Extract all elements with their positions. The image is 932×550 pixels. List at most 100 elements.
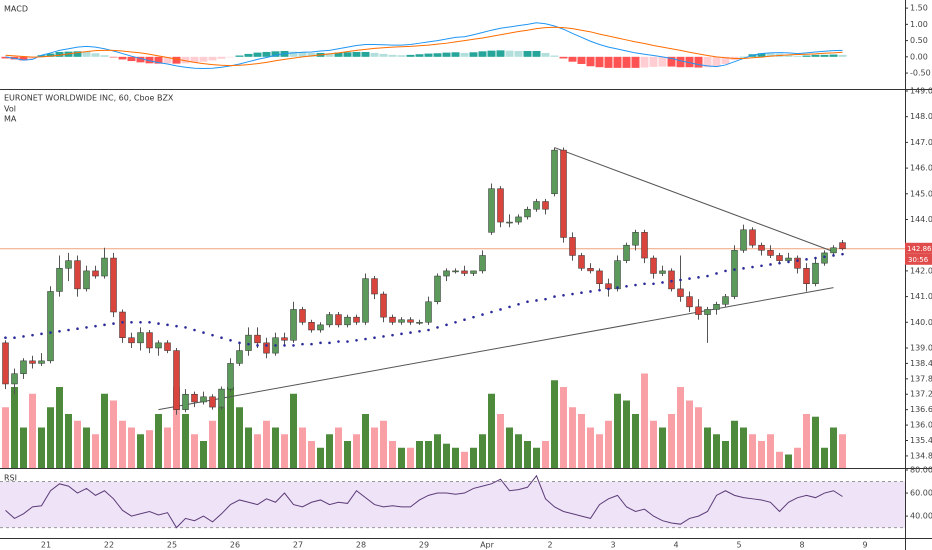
- y-tick-label: 0.00: [910, 52, 928, 61]
- volume-bar: [569, 407, 576, 468]
- ma-dot: [193, 328, 196, 332]
- candle-body: [74, 260, 81, 290]
- ma-dot: [220, 336, 223, 340]
- volume-bar: [137, 434, 144, 468]
- volume-bar: [470, 447, 477, 468]
- macd-histogram-bar: [658, 56, 667, 67]
- volume-bar: [641, 373, 648, 468]
- macd-histogram-bar: [604, 56, 613, 68]
- volume-bar: [578, 414, 585, 468]
- volume-bar: [254, 434, 261, 468]
- candle-body: [461, 270, 468, 274]
- candle-body: [380, 293, 387, 318]
- ma-dot: [157, 322, 160, 325]
- candle-body: [128, 337, 135, 344]
- macd-histogram-bar: [532, 50, 541, 57]
- candle-body: [38, 360, 45, 364]
- candle-body: [182, 393, 189, 410]
- macd-histogram-bar: [307, 52, 316, 57]
- volume-bar: [344, 441, 351, 468]
- volume-bar: [371, 427, 378, 468]
- macd-histogram-bar: [685, 56, 694, 68]
- ma-dot: [130, 320, 133, 324]
- candle-body: [173, 350, 180, 410]
- candle-body: [101, 257, 108, 277]
- ma-dot: [319, 341, 322, 345]
- ma-dot: [823, 255, 826, 259]
- countdown-label: 30:56: [908, 256, 929, 264]
- y-tick-label: 60.0000: [910, 489, 932, 498]
- macd-histogram-bar: [595, 56, 604, 68]
- volume-bar: [236, 407, 243, 468]
- macd-histogram-bar: [19, 56, 28, 61]
- macd-histogram-bar: [460, 52, 469, 57]
- y-tick-label: -0.50: [910, 69, 931, 78]
- candle-body: [596, 270, 603, 284]
- ma-dot: [580, 291, 583, 295]
- volume-bar: [596, 434, 603, 468]
- macd-histogram-bar: [829, 54, 838, 57]
- ma-dot: [517, 302, 520, 306]
- candle-body: [659, 270, 666, 274]
- ma-dot: [166, 323, 169, 327]
- ma-dot: [490, 310, 493, 314]
- volume-bar: [461, 451, 468, 468]
- candle-body: [155, 342, 162, 349]
- macd-histogram-bar: [721, 56, 730, 64]
- volume-bar: [443, 443, 450, 468]
- ma-dot: [121, 320, 124, 324]
- macd-histogram-bar: [352, 51, 361, 57]
- candle-body: [443, 270, 450, 277]
- candle-body: [326, 314, 333, 326]
- candle-body: [551, 149, 558, 195]
- x-tick-label: Apr: [480, 541, 495, 550]
- ma-dot: [229, 338, 232, 342]
- volume-bar: [812, 416, 819, 468]
- candle-body: [839, 242, 846, 250]
- ma-dot: [274, 344, 277, 347]
- volume-bar: [200, 441, 207, 468]
- macd-histogram-bar: [442, 52, 451, 57]
- x-tick-label: 22: [104, 541, 114, 550]
- ma-dot: [814, 256, 817, 260]
- ma-dot: [103, 323, 106, 327]
- volume-bar: [587, 427, 594, 468]
- volume-bar: [776, 451, 783, 468]
- candle-body: [695, 306, 702, 315]
- volume-bar: [182, 414, 189, 468]
- ma-dot: [373, 336, 376, 340]
- macd-histogram-bar: [802, 55, 811, 57]
- ma-dot: [697, 276, 700, 279]
- ma-dot: [643, 282, 646, 286]
- macd-histogram-bar: [37, 55, 46, 57]
- macd-histogram-bar: [46, 53, 55, 57]
- ma-dot: [562, 294, 565, 297]
- ma-dot: [391, 333, 394, 337]
- macd-histogram-bar: [415, 54, 424, 57]
- candle-body: [713, 304, 720, 310]
- ma-dot: [139, 320, 142, 324]
- volume-bar: [38, 427, 45, 468]
- candle-body: [434, 275, 441, 302]
- candle-body: [20, 360, 27, 374]
- macd-histogram-bar: [388, 54, 397, 57]
- candle-body: [2, 342, 9, 385]
- x-tick-label: 26: [230, 541, 240, 550]
- volume-bar: [380, 420, 387, 468]
- candle-body: [794, 257, 801, 269]
- volume-bar: [497, 414, 504, 468]
- macd-histogram-bar: [208, 56, 217, 61]
- macd-histogram-bar: [694, 56, 703, 68]
- macd-histogram-bar: [523, 50, 532, 57]
- macd-histogram-bar: [343, 52, 352, 57]
- macd-histogram-bar: [712, 56, 721, 67]
- volume-bar: [101, 393, 108, 468]
- y-tick-label: 147.00: [910, 138, 932, 147]
- volume-bar: [758, 441, 765, 468]
- volume-bar: [686, 400, 693, 468]
- candle-body: [416, 322, 423, 324]
- volume-bar: [155, 414, 162, 468]
- candle-body: [83, 270, 90, 290]
- macd-histogram-bar: [487, 50, 496, 57]
- y-tick-label: 134.80: [910, 451, 932, 460]
